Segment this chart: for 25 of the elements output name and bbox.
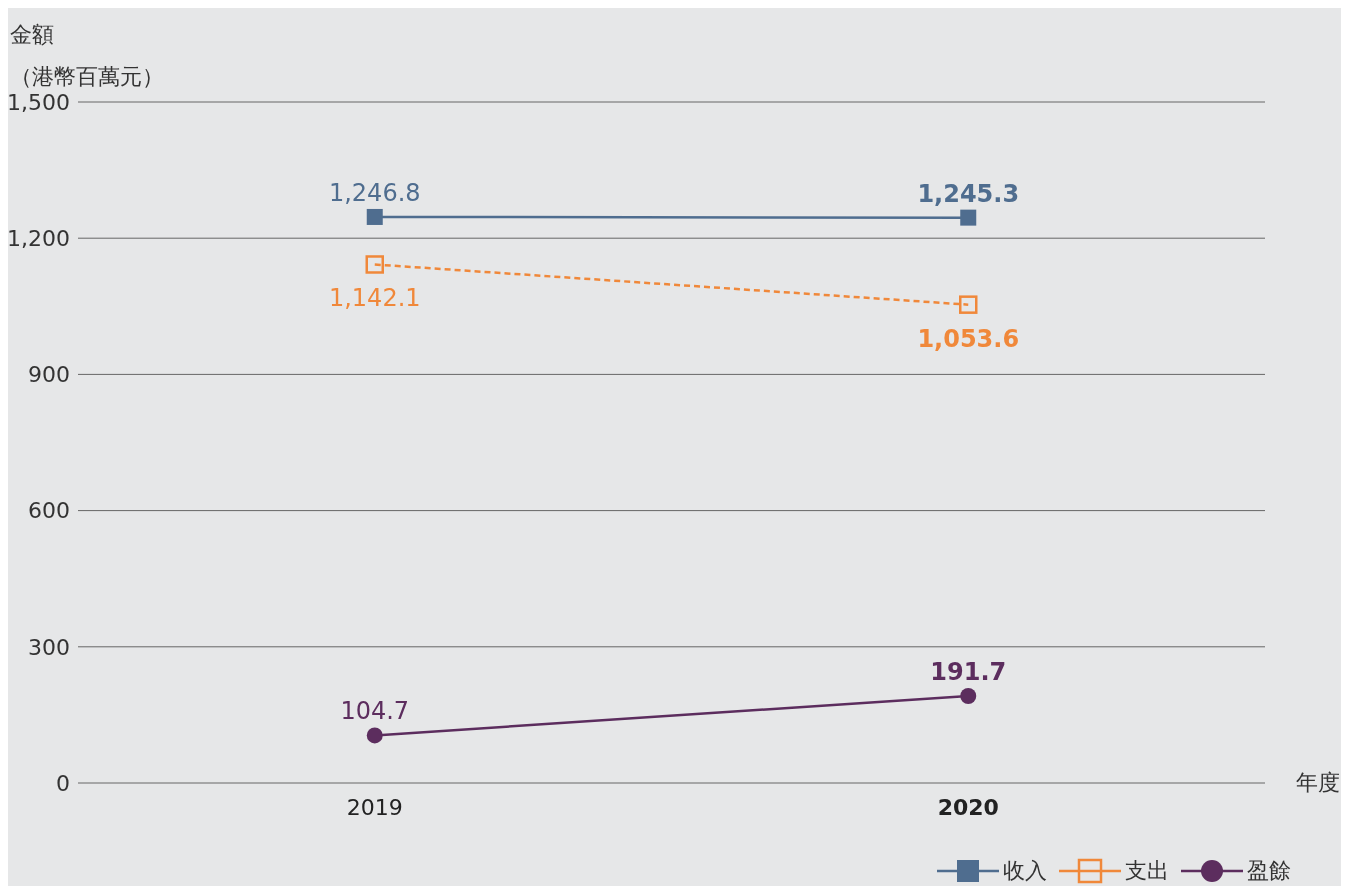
point bbox=[366, 208, 383, 225]
point bbox=[366, 727, 383, 744]
legend-label: 支出 bbox=[1125, 857, 1169, 885]
point bbox=[959, 295, 978, 314]
y-tick-label: 900 bbox=[28, 362, 70, 388]
y-tick-label: 0 bbox=[56, 770, 70, 796]
x-tick-label: 2020 bbox=[937, 795, 999, 820]
point bbox=[960, 687, 977, 704]
x-axis-title: 年度 bbox=[1296, 769, 1340, 797]
y-tick-label: 1,500 bbox=[7, 89, 70, 115]
data-label: 104.7 bbox=[340, 697, 410, 726]
point bbox=[960, 209, 977, 226]
y-axis-title: 金額（港幣百萬元） bbox=[10, 21, 164, 89]
y-tick-label: 600 bbox=[28, 498, 70, 524]
data-label: 1,246.8 bbox=[328, 178, 421, 207]
x-tick-label: 2019 bbox=[346, 795, 403, 820]
point bbox=[365, 255, 384, 274]
y-tick-label: 1,200 bbox=[7, 226, 70, 252]
data-label: 191.7 bbox=[930, 657, 1007, 686]
data-label: 1,245.3 bbox=[917, 179, 1020, 208]
data-label: 1,142.1 bbox=[328, 284, 421, 313]
legend-label: 盈餘 bbox=[1247, 857, 1291, 885]
legend-label: 收入 bbox=[1003, 857, 1047, 885]
y-tick-label: 300 bbox=[28, 634, 70, 660]
data-label: 1,053.6 bbox=[917, 324, 1020, 353]
